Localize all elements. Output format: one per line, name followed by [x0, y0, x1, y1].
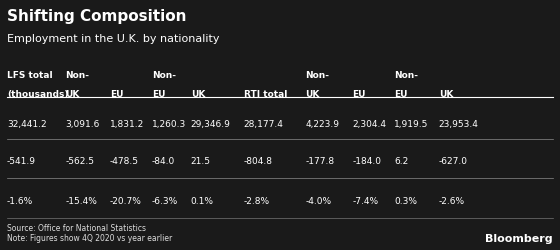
Text: -804.8: -804.8 — [244, 157, 273, 166]
Text: RTI total: RTI total — [244, 90, 287, 99]
Text: UK: UK — [305, 90, 319, 99]
Text: Non-: Non- — [305, 70, 329, 80]
Text: 28,177.4: 28,177.4 — [244, 120, 284, 129]
Text: 29,346.9: 29,346.9 — [191, 120, 231, 129]
Text: EU: EU — [152, 90, 165, 99]
Text: EU: EU — [394, 90, 408, 99]
Text: -2.6%: -2.6% — [439, 196, 465, 205]
Text: -2.8%: -2.8% — [244, 196, 270, 205]
Text: -541.9: -541.9 — [7, 157, 36, 166]
Text: 4,223.9: 4,223.9 — [305, 120, 339, 129]
Text: 2,304.4: 2,304.4 — [352, 120, 386, 129]
Text: -20.7%: -20.7% — [110, 196, 142, 205]
Text: -84.0: -84.0 — [152, 157, 175, 166]
Text: UK: UK — [191, 90, 205, 99]
Text: 3,091.6: 3,091.6 — [66, 120, 100, 129]
Text: Non-: Non- — [394, 70, 418, 80]
Text: -627.0: -627.0 — [439, 157, 468, 166]
Text: Source: Office for National Statistics
Note: Figures show 4Q 2020 vs year earlie: Source: Office for National Statistics N… — [7, 224, 172, 243]
Text: 0.1%: 0.1% — [191, 196, 214, 205]
Text: Bloomberg: Bloomberg — [486, 234, 553, 243]
Text: 32,441.2: 32,441.2 — [7, 120, 46, 129]
Text: -478.5: -478.5 — [110, 157, 139, 166]
Text: 21.5: 21.5 — [191, 157, 211, 166]
Text: LFS total: LFS total — [7, 70, 53, 80]
Text: -4.0%: -4.0% — [305, 196, 331, 205]
Text: 6.2: 6.2 — [394, 157, 408, 166]
Text: UK: UK — [66, 90, 80, 99]
Text: Non-: Non- — [152, 70, 176, 80]
Text: UK: UK — [439, 90, 453, 99]
Text: -1.6%: -1.6% — [7, 196, 33, 205]
Text: (thousands): (thousands) — [7, 90, 68, 99]
Text: 23,953.4: 23,953.4 — [439, 120, 479, 129]
Text: 1,919.5: 1,919.5 — [394, 120, 428, 129]
Text: EU: EU — [110, 90, 124, 99]
Text: -562.5: -562.5 — [66, 157, 95, 166]
Text: -177.8: -177.8 — [305, 157, 334, 166]
Text: -15.4%: -15.4% — [66, 196, 97, 205]
Text: 1,831.2: 1,831.2 — [110, 120, 144, 129]
Text: EU: EU — [352, 90, 366, 99]
Text: 0.3%: 0.3% — [394, 196, 417, 205]
Text: -184.0: -184.0 — [352, 157, 381, 166]
Text: 1,260.3: 1,260.3 — [152, 120, 186, 129]
Text: -6.3%: -6.3% — [152, 196, 178, 205]
Text: Employment in the U.K. by nationality: Employment in the U.K. by nationality — [7, 34, 220, 43]
Text: Non-: Non- — [66, 70, 90, 80]
Text: Shifting Composition: Shifting Composition — [7, 9, 186, 24]
Text: -7.4%: -7.4% — [352, 196, 379, 205]
